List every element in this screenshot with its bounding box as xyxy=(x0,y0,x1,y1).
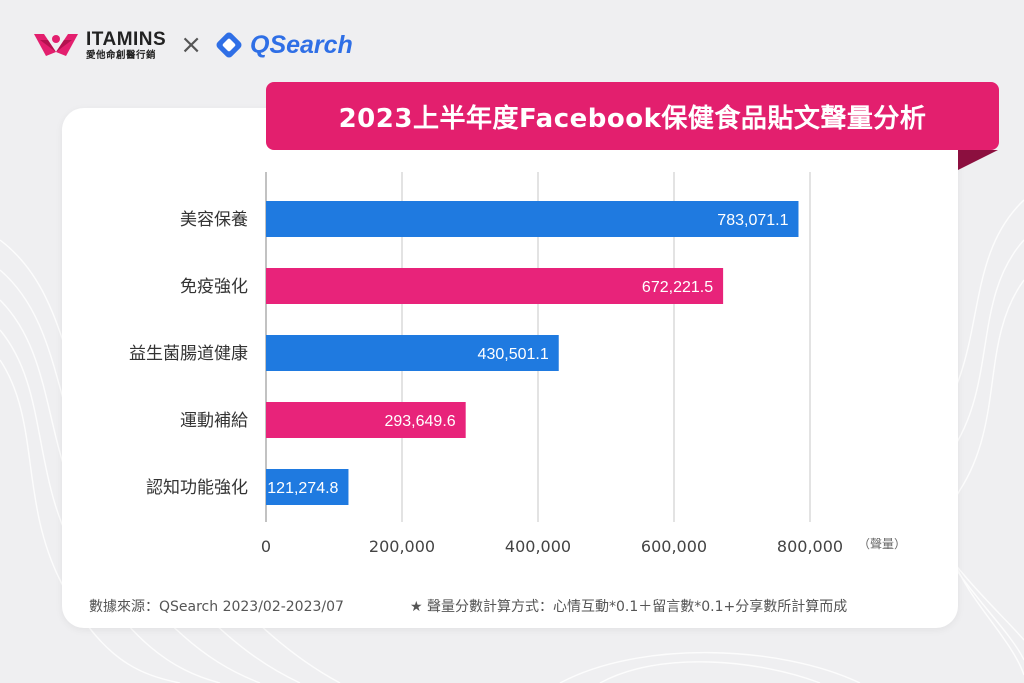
x-tick-label: 0 xyxy=(261,537,271,556)
calculation-note: ★ 聲量分數計算方式：心情互動*0.1＋留言數*0.1+分享數所計算而成 xyxy=(410,599,848,615)
data-label: 783,071.1 xyxy=(717,212,788,229)
data-label: 121,274.8 xyxy=(267,480,338,497)
bar xyxy=(266,201,799,237)
category-label: 美容保養 xyxy=(180,210,248,230)
chart-title: 2023上半年度Facebook保健食品貼文聲量分析 xyxy=(338,103,927,134)
data-label: 430,501.1 xyxy=(478,346,549,363)
qsearch-diamond-icon xyxy=(216,32,242,58)
category-label: 認知功能強化 xyxy=(146,478,248,498)
data-source: 數據來源：QSearch 2023/02-2023/07 xyxy=(89,599,344,615)
vitamins-wings-icon xyxy=(34,34,78,56)
bar xyxy=(266,268,724,304)
bar xyxy=(266,469,349,505)
category-label: 免疫強化 xyxy=(180,277,248,297)
header-logos: ITAMINS 愛他命創醫行銷 × QSearch xyxy=(30,22,353,68)
qsearch-logo: QSearch xyxy=(214,30,353,60)
data-label: 672,221.5 xyxy=(642,279,713,296)
title-banner: 2023上半年度Facebook保健食品貼文聲量分析 xyxy=(266,82,999,150)
x-tick-label: 800,000 xyxy=(777,537,843,556)
partner-name: QSearch xyxy=(250,30,353,59)
bar xyxy=(266,402,466,438)
brand-subtitle: 愛他命創醫行銷 xyxy=(86,49,157,61)
category-label: 益生菌腸道健康 xyxy=(129,344,248,364)
category-label: 運動補給 xyxy=(180,411,248,431)
data-label: 293,649.6 xyxy=(384,413,455,430)
x-axis-label: （聲量） xyxy=(858,536,906,551)
x-tick-label: 400,000 xyxy=(505,537,571,556)
bar xyxy=(266,335,559,371)
x-tick-label: 600,000 xyxy=(641,537,707,556)
vitamins-logo: ITAMINS 愛他命創醫行銷 xyxy=(30,30,166,61)
brand-name: ITAMINS xyxy=(86,28,167,50)
x-tick-label: 200,000 xyxy=(369,537,435,556)
collaboration-times-icon: × xyxy=(180,30,202,60)
banner-fold xyxy=(958,150,998,170)
